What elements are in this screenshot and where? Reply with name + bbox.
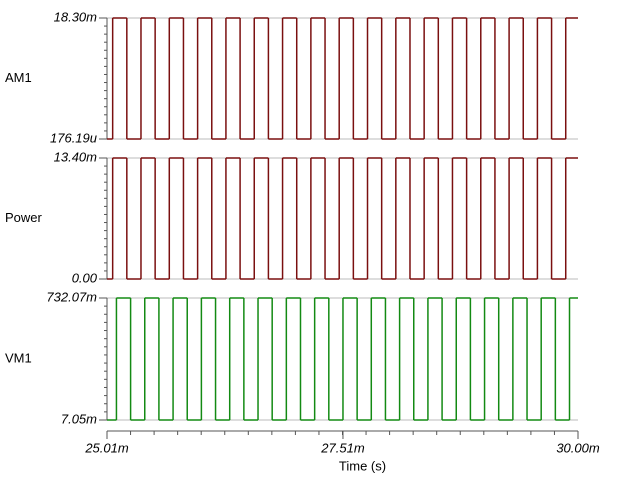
y-tick-label: 732.07m [46,289,97,304]
y-tick-label: 13.40m [54,149,98,164]
y-tick-label: 0.00 [72,270,98,285]
x-axis-label: Time (s) [339,458,386,473]
y-tick-label: 7.05m [61,411,97,426]
series-label: VM1 [5,350,32,365]
x-tick-label: 27.51m [320,440,365,455]
x-tick-label: 30.00m [556,440,600,455]
x-tick-label: 25.01m [84,440,129,455]
series-label: Power [5,210,43,225]
y-tick-label: 18.30m [54,9,98,24]
y-tick-label: 176.19u [50,130,97,145]
series-label: AM1 [5,70,32,85]
